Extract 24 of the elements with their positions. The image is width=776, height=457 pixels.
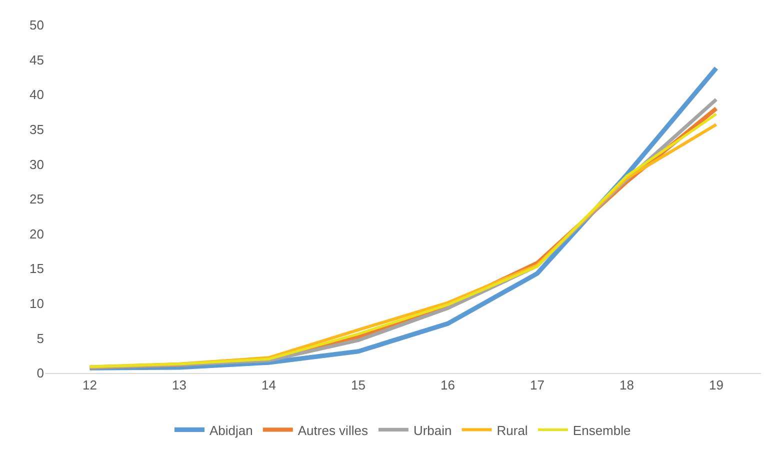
x-tick-label: 14: [262, 378, 276, 393]
y-tick-label: 35: [30, 122, 44, 137]
legend-label: Ensemble: [572, 422, 631, 438]
y-tick-label: 10: [30, 296, 44, 311]
legend-label: Autres villes: [298, 422, 368, 438]
legend-label: Rural: [496, 422, 528, 438]
y-tick-label: 50: [30, 18, 44, 33]
y-tick-label: 45: [30, 52, 44, 68]
y-tick-label: 5: [36, 330, 44, 346]
x-tick-label: 16: [440, 378, 455, 393]
y-tick-label: 25: [30, 192, 44, 207]
legend-label: Urbain: [413, 422, 452, 438]
x-tick-label: 12: [82, 378, 97, 393]
x-tick-label: 15: [351, 378, 366, 393]
x-tick-label: 13: [172, 378, 186, 393]
y-tick-label: 40: [30, 87, 44, 102]
x-tick-label: 19: [709, 378, 724, 393]
x-tick-label: 17: [530, 378, 544, 393]
y-tick-label: 15: [30, 261, 44, 276]
y-tick-label: 20: [30, 226, 44, 242]
legend-label: Abidjan: [210, 422, 253, 438]
y-tick-label: 30: [30, 156, 44, 172]
x-tick-label: 18: [620, 378, 634, 393]
y-tick-label: 0: [36, 366, 44, 381]
